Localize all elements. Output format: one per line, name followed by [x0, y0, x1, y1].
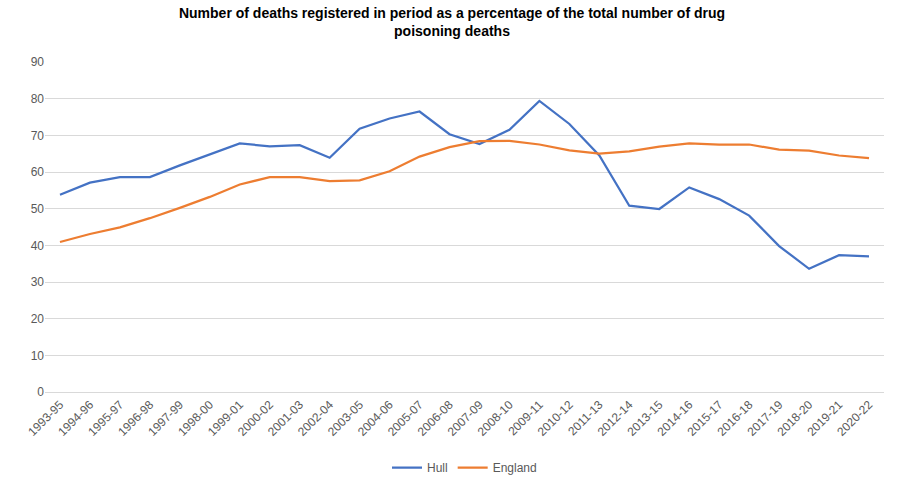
svg-text:0: 0: [37, 385, 44, 399]
svg-text:2009-11: 2009-11: [505, 398, 546, 439]
svg-text:2007-09: 2007-09: [445, 398, 486, 439]
svg-text:30: 30: [31, 275, 45, 289]
svg-text:1994-96: 1994-96: [55, 398, 96, 439]
svg-text:2014-16: 2014-16: [655, 398, 696, 439]
svg-text:1995-97: 1995-97: [85, 398, 126, 439]
svg-text:1999-01: 1999-01: [205, 398, 246, 439]
svg-text:70: 70: [31, 129, 45, 143]
svg-text:2017-19: 2017-19: [744, 398, 785, 439]
svg-text:40: 40: [31, 239, 45, 253]
svg-text:2001-03: 2001-03: [265, 398, 306, 439]
svg-text:England: England: [493, 461, 537, 475]
svg-text:1997-99: 1997-99: [145, 398, 186, 439]
svg-text:2002-04: 2002-04: [295, 398, 336, 439]
svg-text:Number of deaths registered in: Number of deaths registered in period as…: [179, 5, 725, 39]
svg-text:2000-02: 2000-02: [235, 398, 276, 439]
svg-text:2012-14: 2012-14: [595, 398, 636, 439]
svg-text:1996-98: 1996-98: [115, 398, 156, 439]
svg-text:1998-00: 1998-00: [175, 398, 216, 439]
svg-text:2003-05: 2003-05: [325, 398, 366, 439]
svg-text:50: 50: [31, 202, 45, 216]
svg-text:1993-95: 1993-95: [25, 398, 66, 439]
svg-text:2011-13: 2011-13: [565, 398, 606, 439]
svg-text:Hull: Hull: [427, 461, 448, 475]
svg-text:2015-17: 2015-17: [685, 398, 726, 439]
svg-text:20: 20: [31, 312, 45, 326]
svg-text:90: 90: [31, 55, 45, 69]
svg-text:2020-22: 2020-22: [834, 398, 875, 439]
svg-text:2019-21: 2019-21: [804, 398, 845, 439]
svg-text:2004-06: 2004-06: [355, 398, 396, 439]
svg-text:10: 10: [31, 349, 45, 363]
svg-text:2005-07: 2005-07: [385, 398, 426, 439]
svg-text:2006-08: 2006-08: [415, 398, 456, 439]
svg-text:2008-10: 2008-10: [475, 398, 516, 439]
svg-text:80: 80: [31, 92, 45, 106]
svg-text:2010-12: 2010-12: [535, 398, 576, 439]
svg-text:2013-15: 2013-15: [625, 398, 666, 439]
svg-text:60: 60: [31, 165, 45, 179]
svg-text:2018-20: 2018-20: [774, 398, 815, 439]
svg-text:2016-18: 2016-18: [714, 398, 755, 439]
